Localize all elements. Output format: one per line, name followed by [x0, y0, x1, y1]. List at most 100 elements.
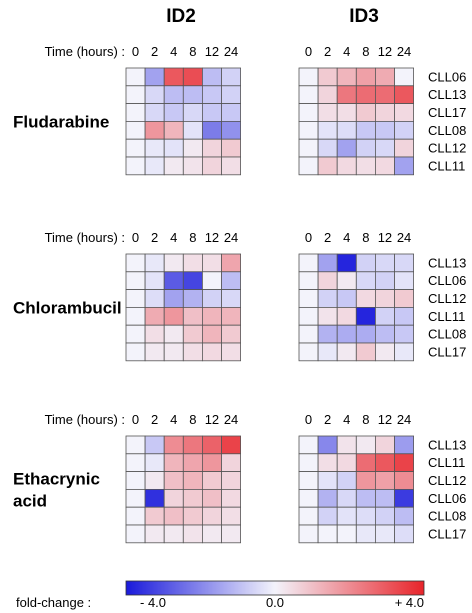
time-axis-label: Time (hours) : [45, 412, 125, 427]
heatmap-cell-id3 [374, 85, 395, 105]
drug-name: Fludarabine [13, 112, 109, 131]
heatmap-cell-id3 [355, 67, 376, 87]
heatmap-cell-id2 [144, 253, 165, 273]
heatmap-cell-id2 [125, 524, 146, 544]
heatmap-cell-id3 [317, 435, 338, 455]
heatmap-cell-id3 [336, 121, 357, 140]
heatmap-cell-id3 [374, 342, 395, 362]
heatmap-cell-id3 [394, 289, 415, 308]
time-tick-id3: 12 [378, 412, 392, 427]
legend-label: fold-change : [16, 595, 91, 610]
heatmap-cell-id3 [336, 103, 357, 122]
time-axis-label: Time (hours) : [45, 230, 125, 245]
heatmap-cell-id2 [182, 156, 203, 176]
heatmap-cell-id3 [355, 103, 376, 122]
heatmap-cell-id3 [317, 138, 338, 158]
heatmap-cell-id3 [298, 435, 319, 455]
heatmap-cell-id2 [163, 67, 184, 87]
heatmap-cell-id2 [163, 506, 184, 526]
time-tick-id3: 12 [378, 230, 392, 245]
heatmap-cell-id2 [125, 289, 146, 308]
heatmap-cell-id3 [355, 253, 376, 273]
heatmap-cell-id3 [394, 524, 415, 544]
time-tick-id2: 0 [132, 412, 139, 427]
time-tick-id2: 12 [205, 44, 219, 59]
heatmap-cell-id3 [355, 138, 376, 158]
drug-name: Chlorambucil [13, 298, 122, 317]
heatmap-cell-id2 [144, 506, 165, 526]
row-label: CLL13 [428, 87, 466, 102]
time-tick-id2: 4 [170, 412, 177, 427]
heatmap-cell-id2 [163, 121, 184, 140]
heatmap-cell-id2 [144, 121, 165, 140]
heatmap-cell-id3 [317, 85, 338, 105]
time-tick-id2: 4 [170, 230, 177, 245]
heatmap-cell-id2 [221, 342, 242, 362]
heatmap-cell-id3 [298, 324, 319, 344]
heatmap-cell-id3 [355, 289, 376, 308]
heatmap-cell-id2 [221, 289, 242, 308]
row-label: CLL08 [428, 509, 466, 524]
heatmap-cell-id2 [221, 121, 242, 140]
heatmap-cell-id3 [394, 138, 415, 158]
time-tick-id3: 8 [362, 412, 369, 427]
heatmap-cell-id3 [374, 67, 395, 87]
heatmap-cell-id2 [144, 138, 165, 158]
heatmap-cell-id3 [336, 506, 357, 526]
heatmap-cell-id3 [298, 306, 319, 326]
heatmap-cell-id2 [144, 271, 165, 290]
heatmap-cell-id3 [336, 471, 357, 490]
heatmap-cell-id3 [394, 435, 415, 455]
time-tick-id3: 2 [324, 412, 331, 427]
heatmap-cell-id3 [336, 156, 357, 176]
heatmap-cell-id2 [221, 103, 242, 122]
column-header-id3: ID3 [349, 6, 379, 27]
heatmap-cell-id2 [221, 138, 242, 158]
heatmap-cell-id2 [201, 156, 222, 176]
row-label: CLL17 [428, 526, 466, 541]
heatmap-cell-id2 [221, 453, 242, 472]
heatmap-cell-id2 [182, 471, 203, 490]
heatmap-cell-id2 [144, 435, 165, 455]
heatmap-cell-id3 [317, 488, 338, 508]
heatmap-cell-id3 [374, 156, 395, 176]
time-tick-id2: 24 [224, 44, 238, 59]
legend-mid-label: 0.0 [266, 595, 284, 610]
heatmap-cell-id3 [394, 103, 415, 122]
heatmap-cell-id2 [163, 453, 184, 472]
heatmap-cell-id3 [317, 253, 338, 273]
time-tick-id2: 24 [224, 412, 238, 427]
heatmap-cell-id3 [355, 324, 376, 344]
heatmap-cell-id2 [201, 85, 222, 105]
heatmap-cell-id3 [355, 306, 376, 326]
heatmap-cell-id2 [182, 342, 203, 362]
heatmap-panels: Time (hours) :0 2 4 8 12 24 0 2 4 8 12 24CLL06CLL13… [13, 44, 466, 544]
heatmap-cell-id3 [336, 453, 357, 472]
heatmap-cell-id2 [125, 506, 146, 526]
heatmap-cell-id3 [317, 524, 338, 544]
heatmap-cell-id3 [336, 271, 357, 290]
heatmap-cell-id2 [182, 453, 203, 472]
color-legend: fold-change : - 4.0 0.0 + 4.0 [16, 580, 425, 610]
time-tick-id2: 12 [205, 412, 219, 427]
heatmap-cell-id3 [336, 138, 357, 158]
heatmap-cell-id3 [317, 289, 338, 308]
heatmap-cell-id3 [336, 253, 357, 273]
drug-name: acid [13, 491, 47, 510]
time-tick-id3: 2 [324, 44, 331, 59]
heatmap-cell-id2 [182, 67, 203, 87]
heatmap-cell-id3 [394, 67, 415, 87]
heatmap-cell-id3 [336, 85, 357, 105]
heatmap-cell-id3 [374, 453, 395, 472]
heatmap-cell-id2 [201, 67, 222, 87]
heatmap-cell-id3 [355, 453, 376, 472]
time-tick-id2: 0 [132, 44, 139, 59]
time-tick-id3: 24 [397, 230, 411, 245]
row-label: CLL12 [428, 473, 466, 488]
heatmap-cell-id2 [182, 138, 203, 158]
row-label: CLL11 [428, 455, 465, 470]
heatmap-cell-id3 [355, 506, 376, 526]
heatmap-cell-id3 [298, 138, 319, 158]
heatmap-cell-id3 [374, 103, 395, 122]
